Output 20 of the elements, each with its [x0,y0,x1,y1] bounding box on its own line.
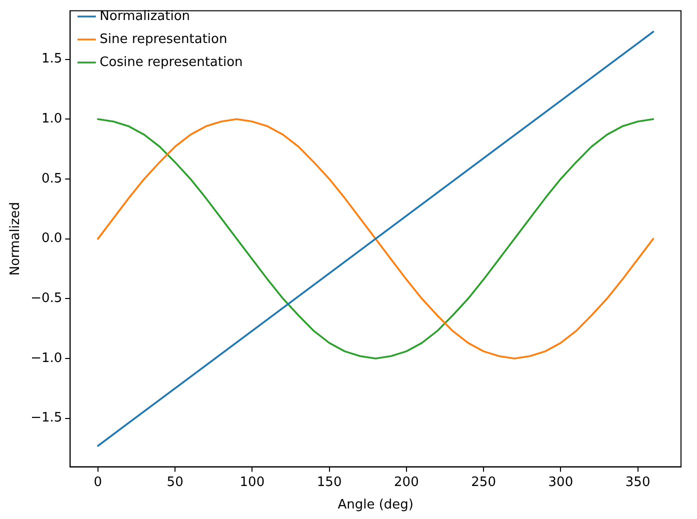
y-tick-label: −1.0 [30,350,62,366]
x-tick-label: 250 [471,474,496,490]
y-tick-label: 1.0 [41,111,62,126]
y-tick-label: −0.5 [30,291,62,306]
y-tick-label: −1.5 [30,410,62,426]
y-tick-label: 1.5 [41,52,62,67]
x-tick-label: 100 [240,474,265,490]
x-axis-title: Angle (deg) [338,498,414,513]
x-tick-label: 300 [548,474,574,490]
x-tick-label: 350 [625,474,650,490]
x-tick-label: 0 [94,474,102,490]
x-tick-label: 150 [316,474,342,490]
legend-label: Normalization [100,8,190,24]
y-axis-title: Normalized [8,202,24,276]
x-tick-label: 50 [166,474,184,490]
x-tick-label: 200 [394,474,419,490]
legend-label: Sine representation [100,32,228,47]
legend-label: Cosine representation [100,54,243,70]
y-tick-label: 0.0 [41,231,62,246]
y-tick-label: 0.5 [41,171,62,186]
